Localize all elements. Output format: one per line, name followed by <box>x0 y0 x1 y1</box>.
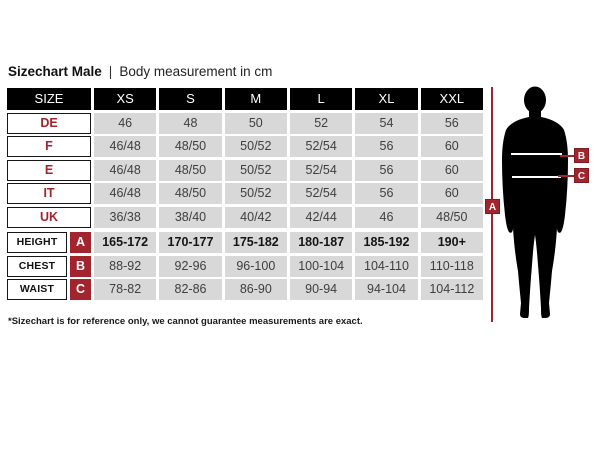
header-cell-xs: XS <box>94 88 157 110</box>
table-cell: 52 <box>289 112 353 134</box>
row-label-waist: WAIST <box>7 279 67 300</box>
title-main: Sizechart Male <box>8 64 102 79</box>
table-cell: 82-86 <box>159 279 222 300</box>
waist-badge-c: C <box>70 279 91 300</box>
table-cell: 104-112 <box>420 279 483 300</box>
table-cell: 185-192 <box>355 232 418 253</box>
row-label-f: F <box>7 136 91 157</box>
table-cell: 60 <box>420 183 483 204</box>
table-cell: 36/38 <box>94 206 157 228</box>
table-cell: 56 <box>355 183 418 204</box>
table-cell: 96-100 <box>224 255 287 277</box>
table-cell: 56 <box>355 136 418 157</box>
row-label-it: IT <box>7 183 91 204</box>
table-cell: 46/48 <box>94 136 157 157</box>
table-cell: 100-104 <box>289 255 353 277</box>
measurement-table: HEIGHT A 165-172 170-177 175-182 180-187… <box>7 232 483 300</box>
figure-badge-b: B <box>574 148 589 163</box>
footnote: *Sizechart is for reference only, we can… <box>8 316 363 327</box>
table-cell: 46/48 <box>94 183 157 204</box>
waist-connector-line <box>558 175 574 177</box>
header-cell-xl: XL <box>355 88 418 110</box>
page-title: Sizechart Male | Body measurement in cm <box>8 64 272 79</box>
title-subtitle: Body measurement in cm <box>119 64 273 79</box>
table-cell: 50/52 <box>224 136 287 157</box>
male-body-silhouette <box>502 86 568 318</box>
table-cell: 54 <box>355 112 418 134</box>
header-cell-xxl: XXL <box>420 88 483 110</box>
table-cell: 175-182 <box>224 232 287 253</box>
table-cell: 56 <box>355 159 418 181</box>
row-label-chest-group: CHEST B <box>7 255 91 277</box>
table-cell: 88-92 <box>94 255 157 277</box>
header-cell-m: M <box>224 88 287 110</box>
table-cell: 48 <box>159 112 222 134</box>
table-cell: 60 <box>420 159 483 181</box>
table-cell: 52/54 <box>289 136 353 157</box>
table-cell: 94-104 <box>355 279 418 300</box>
table-cell: 165-172 <box>94 232 157 253</box>
table-cell: 56 <box>420 112 483 134</box>
table-cell: 90-94 <box>289 279 353 300</box>
table-cell: 38/40 <box>159 206 222 228</box>
table-cell: 48/50 <box>159 183 222 204</box>
table-cell: 48/50 <box>159 136 222 157</box>
row-label-height-group: HEIGHT A <box>7 232 91 253</box>
row-label-height: HEIGHT <box>7 232 67 253</box>
table-cell: 42/44 <box>289 206 353 228</box>
table-cell: 180-187 <box>289 232 353 253</box>
height-badge-a: A <box>70 232 91 253</box>
table-cell: 50/52 <box>224 159 287 181</box>
header-cell-l: L <box>289 88 353 110</box>
table-cell: 46 <box>94 112 157 134</box>
table-cell: 86-90 <box>224 279 287 300</box>
row-label-e: E <box>7 159 91 181</box>
row-label-uk: UK <box>7 206 91 228</box>
sizechart-table: SIZE XS S M L XL XXL DE 46 48 50 52 54 5… <box>7 88 483 228</box>
chest-badge-b: B <box>70 255 91 277</box>
figure-badge-c: C <box>574 168 589 183</box>
row-label-de: DE <box>7 112 91 134</box>
table-cell: 92-96 <box>159 255 222 277</box>
row-label-chest: CHEST <box>7 255 67 277</box>
table-cell: 104-110 <box>355 255 418 277</box>
table-cell: 46/48 <box>94 159 157 181</box>
header-cell-size: SIZE <box>7 88 91 110</box>
figure-badge-a: A <box>485 199 500 214</box>
row-label-waist-group: WAIST C <box>7 279 91 300</box>
table-cell: 170-177 <box>159 232 222 253</box>
table-cell: 110-118 <box>420 255 483 277</box>
table-cell: 48/50 <box>420 206 483 228</box>
table-cell: 52/54 <box>289 159 353 181</box>
table-cell: 60 <box>420 136 483 157</box>
table-cell: 78-82 <box>94 279 157 300</box>
table-cell: 50 <box>224 112 287 134</box>
title-divider: | <box>108 64 113 79</box>
table-cell: 40/42 <box>224 206 287 228</box>
chest-connector-line <box>560 155 574 157</box>
table-cell: 48/50 <box>159 159 222 181</box>
table-cell: 190+ <box>420 232 483 253</box>
header-cell-s: S <box>159 88 222 110</box>
table-cell: 52/54 <box>289 183 353 204</box>
table-cell: 46 <box>355 206 418 228</box>
table-cell: 50/52 <box>224 183 287 204</box>
